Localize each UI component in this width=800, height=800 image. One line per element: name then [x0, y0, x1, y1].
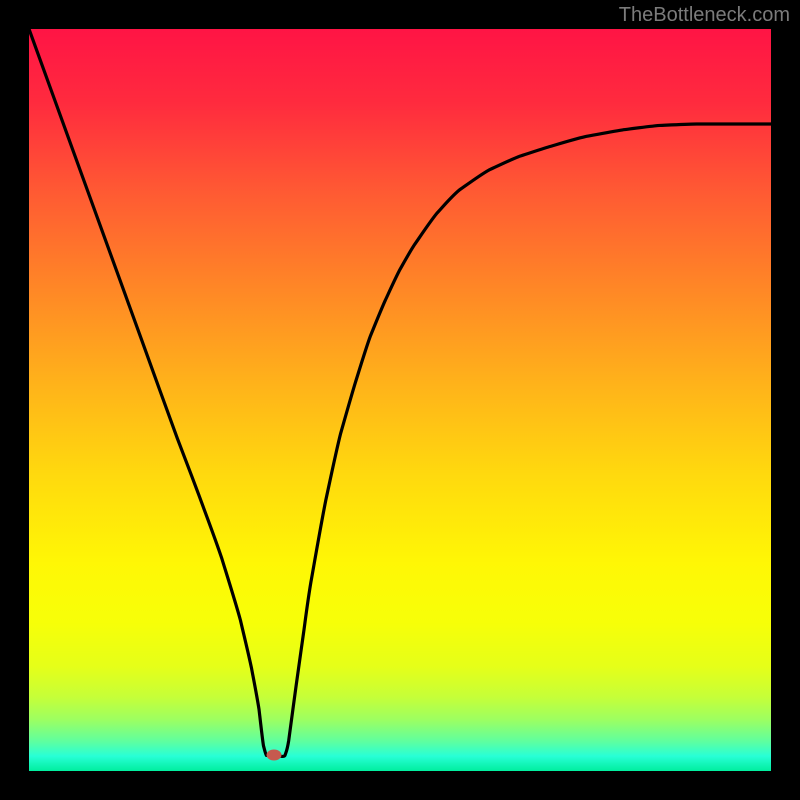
chart-plot-area — [29, 29, 771, 771]
curve-path — [29, 29, 771, 757]
watermark-text: TheBottleneck.com — [619, 4, 790, 27]
optimal-point-marker — [266, 750, 281, 761]
bottleneck-curve — [29, 29, 771, 771]
